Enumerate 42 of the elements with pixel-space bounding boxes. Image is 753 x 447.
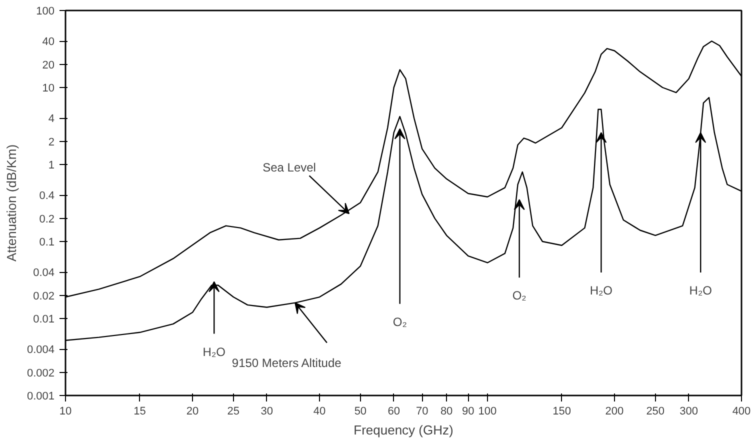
x-tick-label: 400: [732, 406, 751, 418]
x-tick-label: 90: [462, 406, 474, 418]
y-tick-label: 0.4: [39, 190, 55, 202]
y-tick-label: 40: [42, 36, 55, 48]
annotation: H₂O: [689, 284, 712, 298]
x-tick-label: 300: [680, 406, 698, 418]
x-tick-label: 10: [59, 406, 72, 418]
y-tick-label: 0.01: [33, 314, 55, 326]
x-tick-label: 30: [260, 406, 273, 418]
y-tick-label: 0.04: [33, 267, 55, 280]
x-tick-label: 70: [416, 406, 428, 418]
y-tick-label: 0.02: [33, 290, 55, 302]
x-tick-label: 25: [227, 406, 240, 418]
x-tick-label: 80: [440, 406, 453, 418]
y-tick-label: 0.002: [26, 367, 55, 380]
x-tick-label: 150: [552, 406, 571, 418]
x-tick-label: 60: [388, 406, 400, 418]
annotation: 9150 Meters Altitude: [232, 356, 342, 370]
y-tick-label: 100: [36, 6, 55, 18]
y-tick-label: 0.004: [26, 344, 55, 356]
x-tick-label: 250: [646, 406, 665, 418]
x-axis-title: Frequency (GHz): [354, 422, 454, 438]
annotation: Sea Level: [262, 160, 316, 175]
x-tick-label: 15: [134, 406, 146, 418]
x-tick-label: 50: [354, 406, 367, 418]
annotation: H₂O: [590, 284, 613, 298]
y-tick-label: 0.001: [26, 390, 55, 402]
x-tick-label: 200: [605, 406, 624, 418]
y-tick-label: 2: [48, 136, 55, 148]
y-tick-label: 4: [48, 113, 55, 126]
y-tick-label: 10: [42, 82, 55, 94]
annotation: O₂: [392, 314, 408, 329]
x-tick-label: 100: [478, 406, 497, 418]
annotation: O₂: [512, 288, 527, 303]
y-tick-label: 1: [48, 160, 55, 172]
y-tick-label: 0.2: [39, 213, 55, 226]
y-tick-label: 20: [42, 59, 55, 72]
x-tick-label: 40: [313, 406, 326, 418]
x-tick-label: 20: [186, 406, 199, 418]
y-tick-label: 0.1: [39, 236, 55, 248]
y-axis-title: Attenuation (dB/Km): [4, 144, 19, 262]
annotation: H₂O: [202, 344, 226, 359]
